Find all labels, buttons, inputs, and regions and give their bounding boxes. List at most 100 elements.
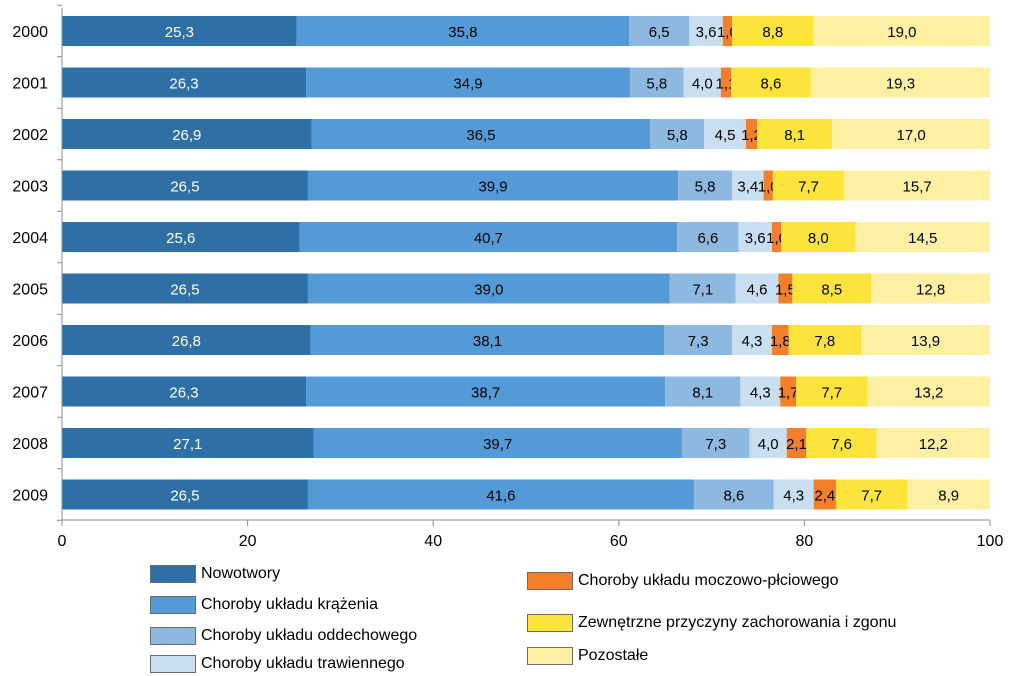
bar-choroby-ukladu-moczowo-plciowego-2003: [763, 170, 773, 201]
bar-choroby-ukladu-trawiennego-2003: [732, 170, 764, 201]
bar-zewnetrzne-przyczyny-zachorowania-i-zgonu-2002: [757, 119, 833, 149]
bar-pozostale-2007: [867, 376, 990, 407]
data-label-choroby-ukladu-trawiennego-2005: 4,6: [747, 282, 768, 299]
bar-choroby-ukladu-krazenia-2004: [299, 222, 678, 252]
data-label-choroby-ukladu-krazenia-2006: 38,1: [473, 333, 502, 350]
y-tick-label-2005: 2005: [12, 282, 48, 299]
bar-pozostale-2001: [810, 67, 990, 98]
bar-choroby-ukladu-oddechowego-2009: [693, 479, 774, 510]
bar-choroby-ukladu-moczowo-plciowego-2006: [771, 325, 789, 355]
bar-choroby-ukladu-krazenia-2008: [313, 428, 682, 458]
bar-nowotwory-2004: [62, 222, 300, 252]
data-label-nowotwory-2004: 25,6: [166, 230, 195, 247]
legend-swatch-zewnetrzne: [527, 614, 573, 632]
bar-choroby-ukladu-moczowo-plciowego-2005: [778, 273, 793, 304]
x-tick-label-80: 80: [796, 533, 814, 550]
y-tick-label-2000: 2000: [12, 24, 48, 41]
bar-choroby-ukladu-moczowo-plciowego-2007: [780, 376, 797, 407]
data-label-nowotwory-2003: 26,5: [170, 179, 199, 196]
bar-zewnetrzne-przyczyny-zachorowania-i-zgonu-2003: [772, 170, 845, 201]
data-label-choroby-ukladu-oddechowego-2008: 7,3: [705, 436, 726, 453]
y-tick-label-2008: 2008: [12, 436, 48, 453]
bar-zewnetrzne-przyczyny-zachorowania-i-zgonu-2007: [796, 376, 868, 407]
data-label-choroby-ukladu-oddechowego-2001: 5,8: [646, 76, 667, 93]
bar-choroby-ukladu-moczowo-plciowego-2002: [745, 119, 758, 149]
data-label-zewnetrzne-przyczyny-zachorowania-i-zgonu-2008: 7,6: [831, 436, 852, 453]
bar-choroby-ukladu-oddechowego-2001: [629, 67, 684, 98]
legend-swatch-moczowo-plciowego: [527, 572, 573, 590]
data-label-zewnetrzne-przyczyny-zachorowania-i-zgonu-2005: 8,5: [821, 282, 842, 299]
bar-choroby-ukladu-moczowo-plciowego-2004: [771, 222, 782, 252]
bar-choroby-ukladu-krazenia-2003: [307, 170, 679, 201]
x-tick-label-0: 0: [58, 533, 67, 550]
data-label-choroby-ukladu-moczowo-plciowego-2008: 2,1: [786, 436, 807, 453]
bar-choroby-ukladu-trawiennego-2009: [773, 479, 814, 510]
bar-choroby-ukladu-trawiennego-2008: [749, 428, 787, 458]
data-label-choroby-ukladu-oddechowego-2007: 8,1: [692, 385, 713, 402]
bar-nowotwory-2008: [62, 428, 314, 458]
x-tick-label-40: 40: [424, 533, 442, 550]
bar-choroby-ukladu-krazenia-2007: [306, 376, 666, 407]
bar-choroby-ukladu-trawiennego-2001: [683, 67, 721, 98]
data-label-nowotwory-2009: 26,5: [170, 488, 199, 505]
data-label-choroby-ukladu-krazenia-2008: 39,7: [483, 436, 512, 453]
data-label-pozostale-2001: 19,3: [886, 76, 915, 93]
data-label-pozostale-2002: 17,0: [897, 127, 926, 144]
legend-label: Choroby układu trawiennego: [201, 655, 405, 672]
data-label-choroby-ukladu-trawiennego-2001: 4,0: [692, 76, 713, 93]
bar-pozostale-2000: [813, 16, 990, 46]
data-label-choroby-ukladu-krazenia-2007: 38,7: [471, 385, 500, 402]
data-label-choroby-ukladu-oddechowego-2004: 6,6: [697, 230, 718, 247]
legend-label: Choroby układu oddechowego: [201, 627, 418, 644]
data-label-nowotwory-2001: 26,3: [169, 76, 198, 93]
data-label-choroby-ukladu-trawiennego-2002: 4,5: [715, 127, 736, 144]
bar-choroby-ukladu-moczowo-plciowego-2001: [720, 67, 732, 98]
data-label-choroby-ukladu-krazenia-2001: 34,9: [453, 76, 482, 93]
bar-nowotwory-2005: [62, 273, 308, 304]
data-label-pozostale-2007: 13,2: [914, 385, 943, 402]
data-label-zewnetrzne-przyczyny-zachorowania-i-zgonu-2000: 8,8: [762, 24, 783, 41]
legend-item-krazenia: Choroby układu krążenia: [150, 594, 378, 616]
bar-choroby-ukladu-oddechowego-2008: [681, 428, 750, 458]
x-tick-label-20: 20: [239, 533, 257, 550]
data-label-choroby-ukladu-oddechowego-2009: 8,6: [723, 488, 744, 505]
y-tick-label-2006: 2006: [12, 333, 48, 350]
bar-choroby-ukladu-trawiennego-2000: [689, 16, 723, 46]
data-label-nowotwory-2000: 25,3: [165, 24, 194, 41]
legend-label: Choroby układu moczowo-płciowego: [578, 572, 839, 589]
legend-item-nowotwory: Nowotwory: [150, 563, 280, 585]
data-label-nowotwory-2006: 26,8: [172, 333, 201, 350]
data-label-zewnetrzne-przyczyny-zachorowania-i-zgonu-2006: 7,8: [814, 333, 835, 350]
data-label-choroby-ukladu-oddechowego-2005: 7,1: [692, 282, 713, 299]
data-label-choroby-ukladu-trawiennego-2009: 4,3: [783, 488, 804, 505]
bar-pozostale-2004: [855, 222, 990, 252]
bar-choroby-ukladu-krazenia-2005: [307, 273, 670, 304]
bar-choroby-ukladu-trawiennego-2004: [738, 222, 772, 252]
bar-zewnetrzne-przyczyny-zachorowania-i-zgonu-2006: [788, 325, 862, 355]
legend-swatch-oddechowego: [150, 627, 196, 645]
data-label-zewnetrzne-przyczyny-zachorowania-i-zgonu-2001: 8,6: [761, 76, 782, 93]
bar-zewnetrzne-przyczyny-zachorowania-i-zgonu-2009: [835, 479, 908, 510]
bar-choroby-ukladu-krazenia-2001: [306, 67, 630, 98]
bar-choroby-ukladu-oddechowego-2004: [677, 222, 739, 252]
data-label-nowotwory-2007: 26,3: [169, 385, 198, 402]
bar-choroby-ukladu-moczowo-plciowego-2008: [786, 428, 807, 458]
data-label-pozostale-2000: 19,0: [887, 24, 916, 41]
data-label-nowotwory-2005: 26,5: [170, 282, 199, 299]
bar-choroby-ukladu-moczowo-plciowego-2009: [813, 479, 836, 510]
bar-nowotwory-2009: [62, 479, 308, 510]
legend-label: Nowotwory: [201, 565, 281, 582]
bar-choroby-ukladu-trawiennego-2006: [732, 325, 772, 355]
y-tick-label-2003: 2003: [12, 179, 48, 196]
data-label-choroby-ukladu-trawiennego-2003: 3,4: [737, 179, 758, 196]
data-label-choroby-ukladu-trawiennego-2008: 4,0: [758, 436, 779, 453]
data-label-pozostale-2005: 12,8: [916, 282, 945, 299]
bar-pozostale-2002: [832, 119, 990, 149]
data-label-pozostale-2009: 8,9: [938, 488, 959, 505]
data-label-choroby-ukladu-krazenia-2005: 39,0: [474, 282, 503, 299]
bar-nowotwory-2001: [62, 67, 307, 98]
data-label-pozostale-2003: 15,7: [903, 179, 932, 196]
bar-choroby-ukladu-moczowo-plciowego-2000: [722, 16, 733, 46]
bar-choroby-ukladu-trawiennego-2005: [735, 273, 779, 304]
